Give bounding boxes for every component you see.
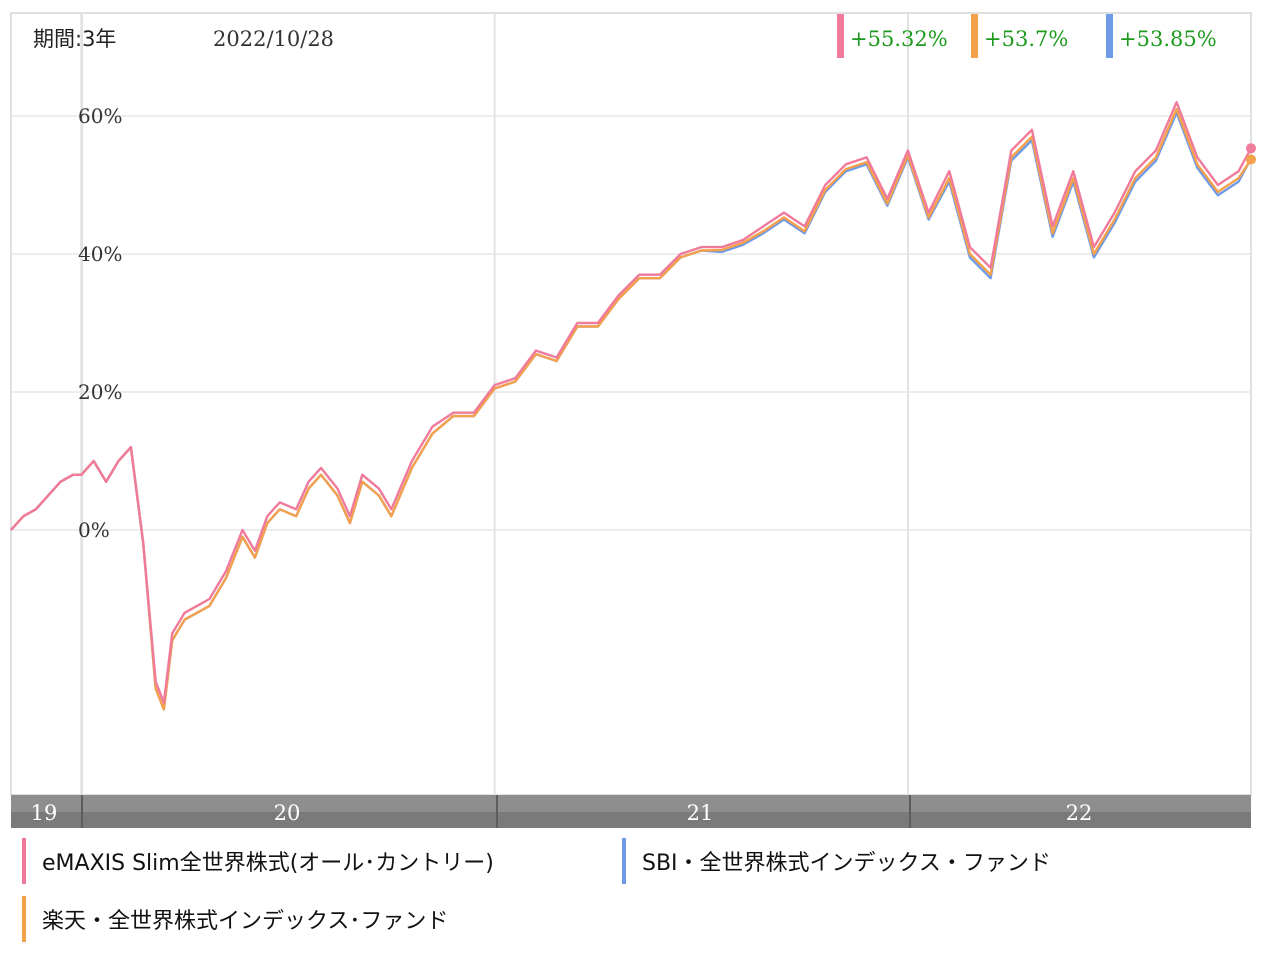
y-tick-label-3: 0% bbox=[78, 518, 110, 542]
legend-swatch-sbi bbox=[622, 838, 626, 884]
series-lines bbox=[10, 100, 1253, 711]
return-value-1: +53.7% bbox=[984, 27, 1068, 51]
grid-lines bbox=[11, 13, 1251, 795]
chart-container: 60% 40% 20% 0% 期間:3年 2022/10/28 +55.32% +53.… bbox=[10, 12, 1256, 828]
plot-frame bbox=[10, 12, 1252, 796]
return-badge-swatch-2 bbox=[1106, 14, 1113, 58]
legend-item-rakuten[interactable]: 楽天・全世界株式インデックス･ファンド bbox=[22, 896, 448, 942]
y-tick-label-2: 20% bbox=[78, 380, 122, 404]
return-value-2: +53.85% bbox=[1119, 27, 1217, 51]
return-value-0: +55.32% bbox=[850, 27, 948, 51]
legend-label-emaxis: eMAXIS Slim全世界株式(オール･カントリー) bbox=[42, 851, 494, 876]
y-tick-label-0: 60% bbox=[78, 104, 122, 128]
end-marker-0 bbox=[1246, 143, 1256, 154]
y-axis-ticks: 60% 40% 20% 0% bbox=[78, 104, 122, 542]
x-tick-label-0: 19 bbox=[31, 801, 58, 825]
period-label: 期間:3年 bbox=[33, 27, 116, 51]
end-markers bbox=[1246, 143, 1256, 165]
end-marker-2 bbox=[1246, 154, 1256, 165]
performance-chart: 60% 40% 20% 0% 期間:3年 2022/10/28 +55.32% +53.… bbox=[10, 12, 1256, 828]
y-tick-label-1: 40% bbox=[78, 242, 122, 266]
return-badges: +55.32% +53.7% +53.85% bbox=[837, 14, 1217, 58]
x-tick-label-2: 21 bbox=[687, 801, 714, 825]
legend-swatch-emaxis bbox=[22, 838, 26, 884]
legend-item-sbi[interactable]: SBI・全世界株式インデックス・ファンド bbox=[622, 838, 1051, 884]
return-badge-swatch-0 bbox=[837, 14, 844, 58]
legend-swatch-rakuten bbox=[22, 896, 26, 942]
series-line-0 bbox=[10, 100, 1253, 704]
x-axis-ticks: 19 20 21 22 bbox=[31, 795, 1093, 828]
date-label: 2022/10/28 bbox=[213, 27, 334, 51]
legend-label-sbi: SBI・全世界株式インデックス・ファンド bbox=[642, 851, 1051, 876]
legend-item-emaxis[interactable]: eMAXIS Slim全世界株式(オール･カントリー) bbox=[22, 838, 494, 884]
return-badge-swatch-1 bbox=[971, 14, 978, 58]
x-tick-label-3: 22 bbox=[1066, 801, 1093, 825]
legend-label-rakuten: 楽天・全世界株式インデックス･ファンド bbox=[42, 909, 449, 934]
x-tick-label-1: 20 bbox=[274, 801, 301, 825]
x-axis-bar-shade bbox=[11, 812, 1251, 828]
legend: eMAXIS Slim全世界株式(オール･カントリー) SBI・全世界株式インデ… bbox=[0, 834, 1267, 963]
